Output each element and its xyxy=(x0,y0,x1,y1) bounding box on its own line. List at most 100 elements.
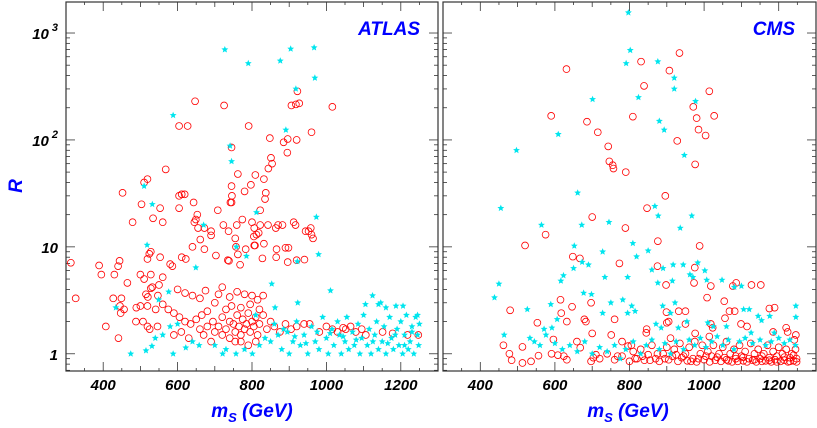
star-point xyxy=(324,350,332,357)
star-point xyxy=(723,322,730,330)
star-point xyxy=(345,345,353,353)
y-tick-label: 10 xyxy=(41,240,58,257)
circle-point xyxy=(222,305,230,314)
star-point xyxy=(659,264,667,272)
circle-point xyxy=(562,65,571,73)
star-point xyxy=(243,252,250,259)
star-point xyxy=(624,273,632,281)
star-point xyxy=(683,318,691,325)
star-point xyxy=(741,334,749,342)
circle-point xyxy=(158,218,167,227)
circle-point xyxy=(149,214,157,223)
circle-point xyxy=(166,260,174,268)
star-point xyxy=(554,130,562,138)
circle-point xyxy=(644,350,652,359)
circle-point xyxy=(261,195,269,203)
circle-point xyxy=(527,357,535,366)
circle-point xyxy=(709,341,718,350)
star-point xyxy=(151,334,159,342)
circle-point xyxy=(569,252,577,261)
circle-point xyxy=(225,257,233,265)
circle-point xyxy=(211,298,219,307)
star-point xyxy=(285,350,293,357)
star-point xyxy=(148,342,156,349)
star-point xyxy=(408,328,416,335)
circle-point xyxy=(305,320,314,328)
circle-point xyxy=(188,291,197,300)
circle-point xyxy=(533,318,542,327)
star-point xyxy=(350,341,358,349)
circle-point xyxy=(256,221,264,229)
circle-point xyxy=(260,239,268,248)
star-point xyxy=(397,318,405,325)
circle-point xyxy=(651,354,660,363)
star-point xyxy=(323,334,330,342)
star-point xyxy=(362,300,369,308)
circle-point xyxy=(765,304,774,313)
circle-point xyxy=(661,354,669,363)
star-point xyxy=(736,338,743,345)
circle-point xyxy=(662,281,670,289)
star-point xyxy=(667,350,674,357)
circle-point xyxy=(287,101,296,110)
panel-title-cms: CMS xyxy=(753,19,796,40)
star-point xyxy=(756,336,764,343)
star-point xyxy=(182,344,190,351)
circle-point xyxy=(222,325,230,333)
circle-point xyxy=(568,302,576,311)
circle-point xyxy=(629,112,637,121)
x-tick-label: 800 xyxy=(239,377,265,394)
circle-point xyxy=(137,200,146,209)
circle-point xyxy=(362,331,370,339)
circle-point xyxy=(213,206,222,215)
circle-point xyxy=(272,253,280,262)
circle-point xyxy=(156,204,164,212)
circle-point xyxy=(786,357,794,366)
circle-point xyxy=(225,334,234,342)
circle-point xyxy=(190,218,199,227)
star-point xyxy=(578,221,586,228)
star-point xyxy=(599,248,607,255)
star-point xyxy=(671,299,679,306)
circle-point xyxy=(142,290,150,299)
star-point xyxy=(252,311,260,318)
circle-point xyxy=(250,224,259,232)
circle-point xyxy=(255,320,264,328)
circle-point xyxy=(694,125,703,134)
circle-point xyxy=(646,356,654,365)
star-point xyxy=(792,302,800,309)
star-point xyxy=(148,200,156,208)
star-point xyxy=(542,331,550,338)
star-point xyxy=(308,322,315,330)
x-tick-label: 1000 xyxy=(310,377,344,394)
circle-point xyxy=(143,322,152,331)
star-point xyxy=(219,350,226,357)
star-point xyxy=(127,350,135,357)
circle-point xyxy=(281,243,290,252)
star-point xyxy=(570,242,578,249)
circle-point xyxy=(673,137,682,145)
circle-point xyxy=(705,87,714,96)
circle-point xyxy=(507,356,516,365)
star-point xyxy=(395,341,403,349)
y-tick-label: 1 xyxy=(50,347,58,364)
star-point xyxy=(580,289,587,296)
star-point xyxy=(294,299,302,306)
circle-point xyxy=(250,232,258,241)
star-point xyxy=(694,259,702,266)
circle-point xyxy=(713,353,721,361)
circle-point xyxy=(720,297,729,306)
circle-point xyxy=(218,283,227,291)
star-point xyxy=(724,336,732,343)
star-point xyxy=(670,74,678,81)
star-point xyxy=(415,341,423,349)
star-point xyxy=(557,277,565,284)
star-point xyxy=(523,305,531,313)
star-point xyxy=(688,212,696,219)
star-point xyxy=(588,290,595,298)
circle-point xyxy=(268,159,276,168)
star-point xyxy=(313,328,321,335)
circle-point xyxy=(670,345,679,354)
circle-point xyxy=(147,270,155,279)
